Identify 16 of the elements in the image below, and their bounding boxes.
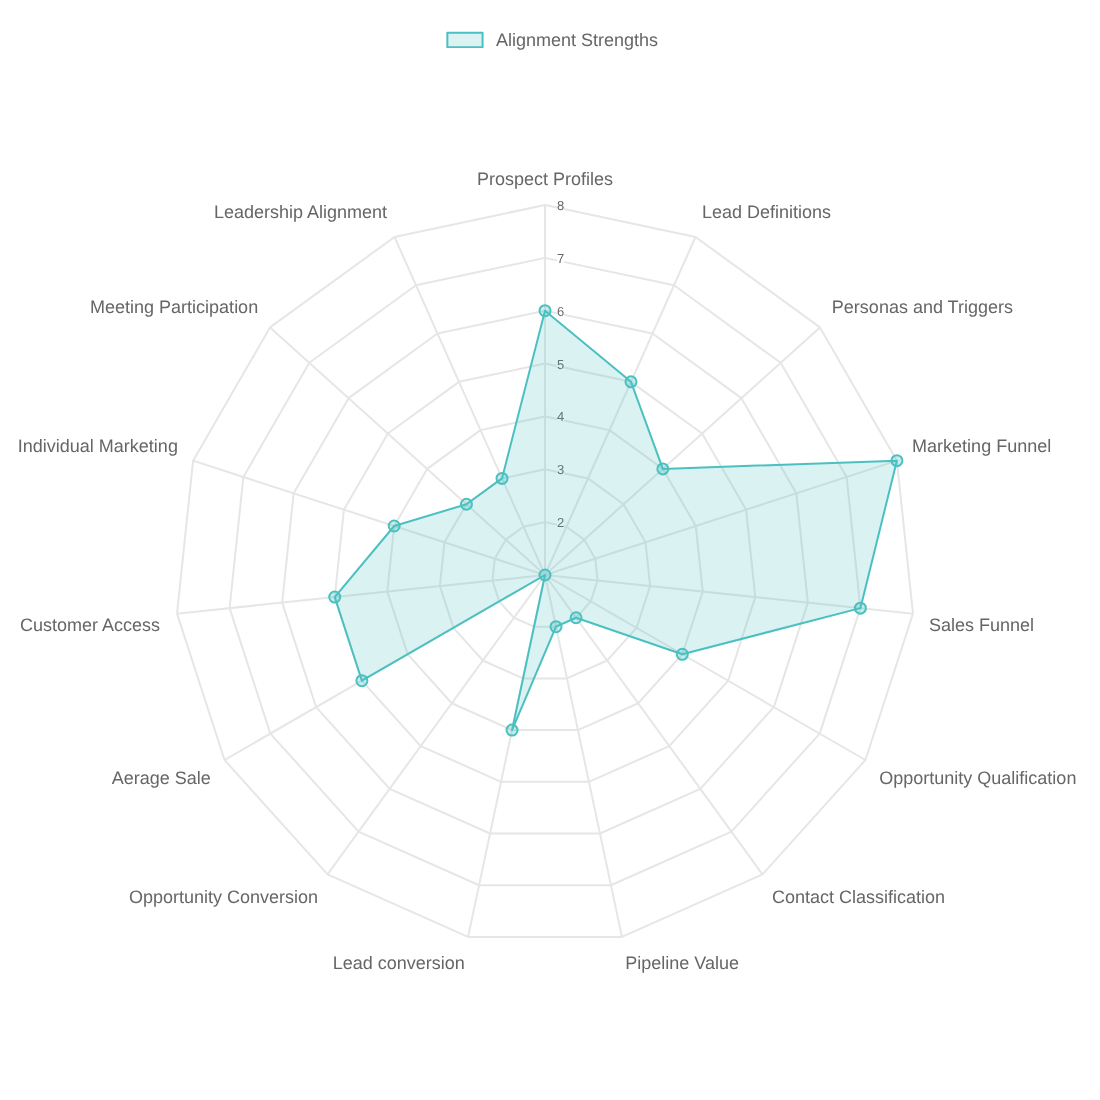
spoke-label: Personas and Triggers [831,296,1014,317]
spoke-label: Opportunity Qualification [879,768,1077,788]
spoke-label: Customer Access [20,615,162,636]
spoke-label: Leadership Alignment [213,202,389,223]
spoke-label: Marketing Funnel [912,435,1052,456]
spoke-label: Opportunity Conversion [129,887,319,908]
spoke-label: Contact Classification [771,887,945,908]
spoke-label: Pipeline Value [625,952,739,973]
legend-label: Alignment Strengths [495,28,659,50]
spoke-label: Sales Funnel [928,615,1034,636]
spoke-label: Lead Definitions [702,202,833,223]
spoke-label: Lead conversion [332,952,465,973]
spoke-label: Individual Marketing [17,435,178,456]
spoke-label: Aerage Sale [111,768,211,788]
spoke-label: Prospect Profiles [476,169,615,189]
spoke-label: Meeting Participation [90,296,259,317]
